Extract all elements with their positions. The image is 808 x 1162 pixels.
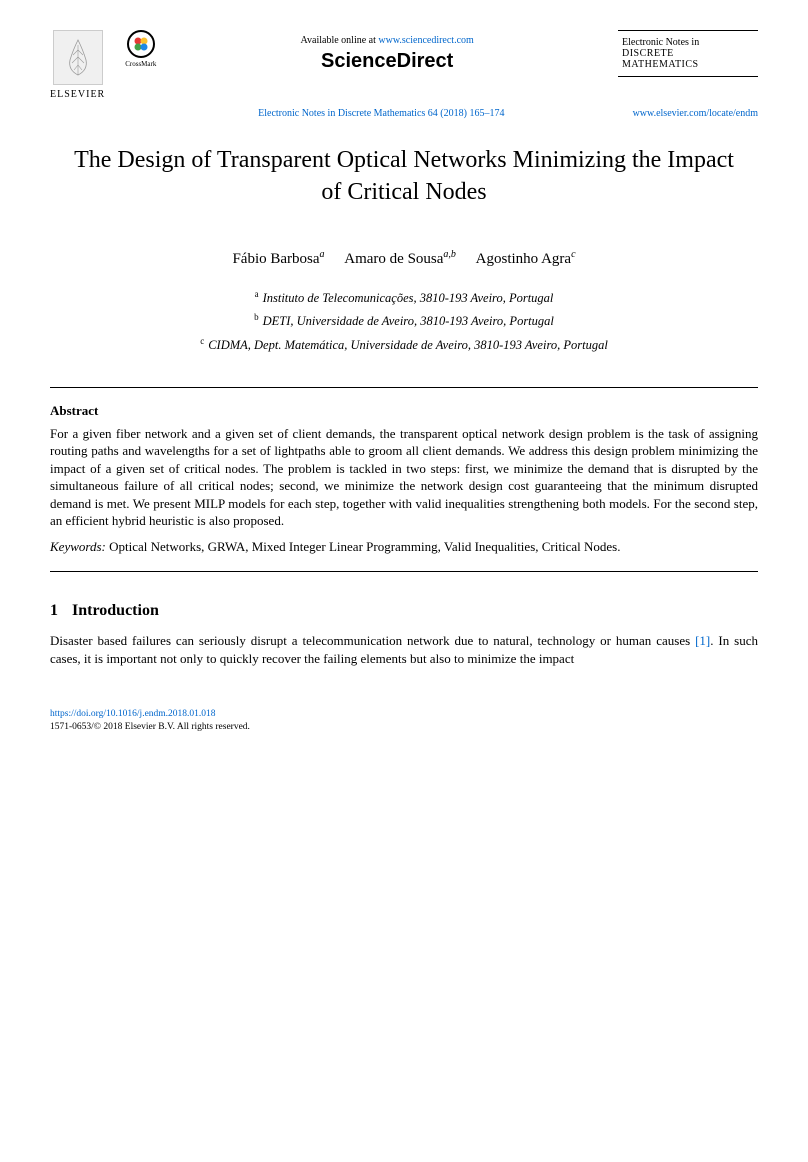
footer: https://doi.org/10.1016/j.endm.2018.01.0…	[50, 708, 758, 735]
section-1-heading: 1 Introduction	[50, 602, 758, 620]
section-1-title: Introduction	[72, 602, 159, 619]
doi-link[interactable]: https://doi.org/10.1016/j.endm.2018.01.0…	[50, 708, 758, 721]
citation-text: Electronic Notes in Discrete Mathematics…	[50, 108, 633, 119]
abstract-heading: Abstract	[50, 403, 758, 419]
affiliation-a: aInstituto de Telecomunicações, 3810-193…	[50, 286, 758, 310]
sciencedirect-url[interactable]: www.sciencedirect.com	[378, 35, 473, 46]
section-1-body: Disaster based failures can seriously di…	[50, 632, 758, 668]
available-prefix: Available online at	[301, 35, 379, 46]
author-2: Amaro de Sousaa,b	[344, 251, 456, 267]
sciencedirect-logo: ScienceDirect	[156, 50, 618, 73]
abstract-text: For a given fiber network and a given se…	[50, 425, 758, 530]
affiliation-c: cCIDMA, Dept. Matemática, Universidade d…	[50, 333, 758, 357]
journal-line3: MATHEMATICS	[622, 59, 754, 70]
author-3: Agostinho Agrac	[476, 251, 576, 267]
section-1-num: 1	[50, 602, 58, 619]
body-prefix: Disaster based failures can seriously di…	[50, 633, 695, 648]
copyright: 1571-0653/© 2018 Elsevier B.V. All right…	[50, 721, 758, 734]
citation-row: Electronic Notes in Discrete Mathematics…	[50, 108, 758, 119]
affiliations: aInstituto de Telecomunicações, 3810-193…	[50, 286, 758, 357]
elsevier-logo: ELSEVIER	[50, 30, 105, 100]
locate-link[interactable]: www.elsevier.com/locate/endm	[633, 108, 758, 119]
authors-list: Fábio Barbosaa Amaro de Sousaa,b Agostin…	[50, 249, 758, 268]
keywords: Keywords: Optical Networks, GRWA, Mixed …	[50, 538, 758, 556]
journal-title-box: Electronic Notes in DISCRETE MATHEMATICS	[618, 30, 758, 77]
divider-bottom	[50, 571, 758, 572]
elsevier-tree-icon	[53, 30, 103, 85]
divider-top	[50, 387, 758, 388]
crossmark-icon	[127, 30, 155, 58]
header-center: Available online at www.sciencedirect.co…	[156, 30, 618, 73]
ref-1-link[interactable]: [1]	[695, 633, 710, 648]
keywords-label: Keywords:	[50, 539, 106, 554]
journal-line1: Electronic Notes in	[622, 37, 754, 48]
journal-line2: DISCRETE	[622, 48, 754, 59]
crossmark-label: CrossMark	[125, 60, 156, 68]
affiliation-b: bDETI, Universidade de Aveiro, 3810-193 …	[50, 309, 758, 333]
header-row: ELSEVIER CrossMark Available online at w…	[50, 30, 758, 100]
keywords-text: Optical Networks, GRWA, Mixed Integer Li…	[109, 539, 620, 554]
available-online-text: Available online at www.sciencedirect.co…	[156, 35, 618, 46]
paper-title: The Design of Transparent Optical Networ…	[50, 144, 758, 209]
crossmark-badge[interactable]: CrossMark	[125, 30, 156, 68]
elsevier-text: ELSEVIER	[50, 89, 105, 100]
author-1: Fábio Barbosaa	[232, 251, 324, 267]
header-left: ELSEVIER CrossMark	[50, 30, 156, 100]
